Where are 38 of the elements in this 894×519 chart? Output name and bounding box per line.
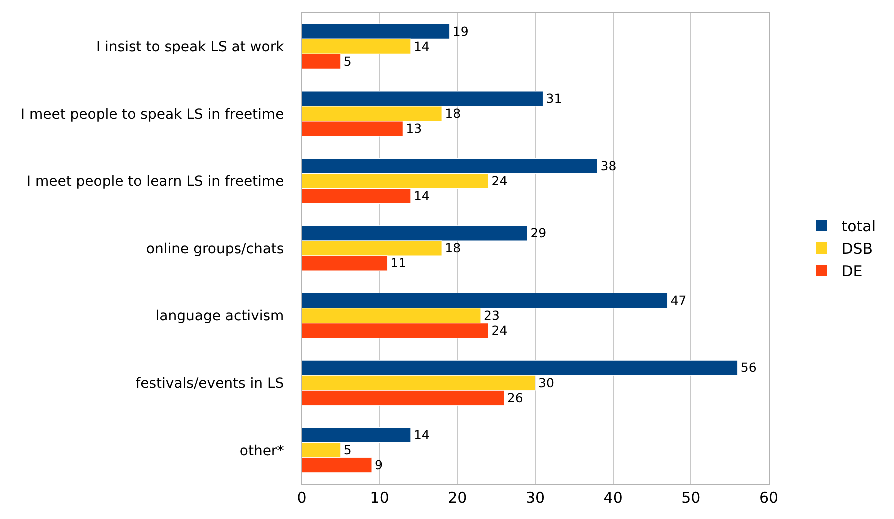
data-label: 14 (414, 188, 430, 204)
y-tick-label: I meet people to speak LS in freetime (20, 106, 284, 123)
x-tick-label: 50 (682, 489, 701, 507)
x-tick-label: 60 (759, 489, 779, 507)
data-label: 31 (546, 91, 562, 106)
x-tick-label: 0 (297, 489, 307, 507)
data-label: 23 (484, 308, 500, 323)
data-label: 14 (414, 38, 430, 54)
x-tick-label: 30 (526, 489, 546, 507)
data-label: 14 (414, 428, 430, 442)
legend-label: total (842, 218, 876, 236)
x-tick-label: 20 (448, 489, 468, 507)
data-label: 56 (740, 360, 757, 376)
y-tick-label: other* (240, 443, 284, 460)
data-label: 24 (492, 322, 508, 338)
data-label: 13 (406, 121, 422, 136)
legend-label: DSB (842, 240, 874, 258)
legend-label: DE (842, 262, 863, 281)
data-label: 5 (344, 442, 352, 458)
data-label: 11 (390, 256, 407, 271)
y-tick-label: I meet people to learn LS in freetime (26, 174, 284, 190)
data-label: 26 (507, 390, 524, 406)
y-tick-label: online groups/chats (146, 241, 284, 258)
data-label: 18 (445, 106, 462, 122)
data-label: 18 (445, 240, 462, 256)
data-label: 9 (375, 458, 384, 473)
x-tick-label: 10 (370, 489, 390, 507)
y-tick-label: festivals/events in LS (136, 376, 284, 392)
y-tick-label: language activism (156, 308, 284, 325)
data-label: 38 (600, 158, 617, 174)
data-label: 5 (344, 54, 352, 69)
x-tick-label: 40 (604, 489, 623, 507)
y-tick-label: I insist to speak LS at work (96, 40, 286, 56)
data-label: 30 (538, 375, 554, 390)
data-label: 29 (530, 226, 547, 241)
data-label: 47 (670, 292, 687, 308)
data-label: 19 (452, 24, 469, 39)
data-label: 24 (492, 173, 508, 188)
